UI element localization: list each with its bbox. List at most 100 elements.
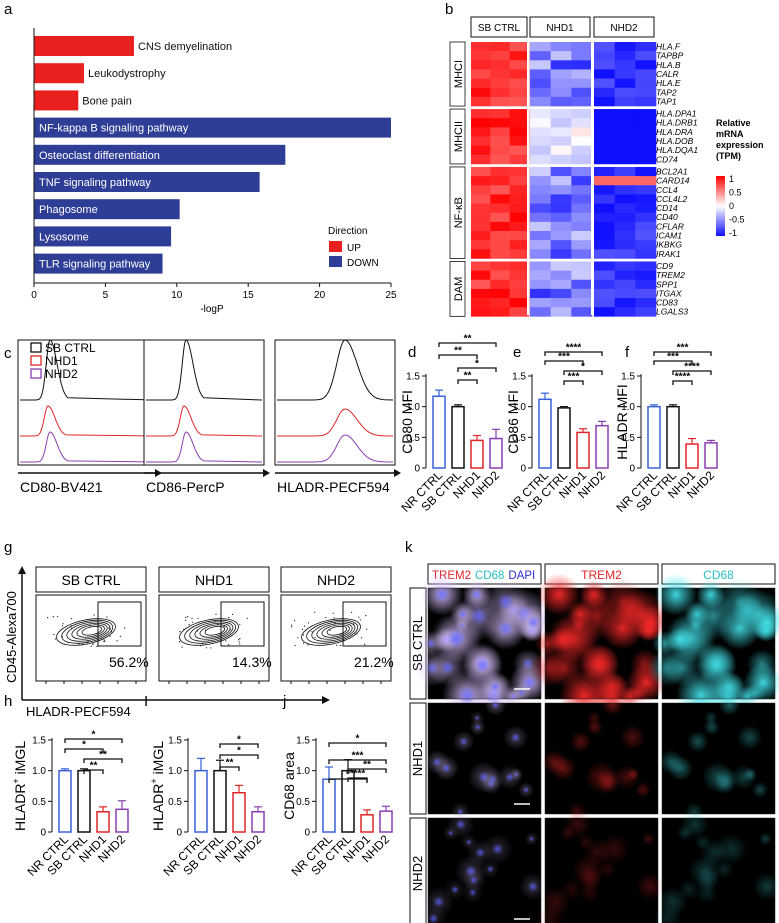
flow-event: [82, 643, 84, 645]
heatmap-cell: [530, 307, 551, 317]
micrograph-border: [661, 817, 776, 923]
flow-event: [301, 628, 304, 631]
heatmap-cell: [530, 118, 551, 128]
heatmap-legend-title: expression: [716, 140, 764, 150]
heatmap-cell: [490, 78, 510, 89]
heatmap-cell: [614, 136, 636, 146]
flow-event: [239, 638, 241, 640]
x-tick-label: 25: [385, 290, 397, 301]
cell-signal: [678, 878, 700, 901]
gene-label: CD83: [656, 298, 678, 308]
heatmap-cell: [635, 249, 657, 259]
histogram-trace: [146, 431, 263, 463]
bar-2: [470, 439, 484, 469]
heatmap-cell: [550, 261, 572, 271]
histogram-legend-swatch: [30, 342, 42, 353]
nucleus-signal: [510, 732, 521, 743]
flow-contour: [301, 618, 361, 646]
heatmap-cell: [471, 221, 491, 232]
heatmap-legend-title: mRNA: [716, 129, 744, 139]
flow-event: [57, 616, 59, 618]
y-tick-label: 1.0: [168, 766, 182, 777]
flow-event: [238, 641, 240, 643]
nucleus-signal: [474, 724, 481, 731]
micrograph-border: [661, 587, 776, 700]
nucleus-signal: [517, 689, 525, 697]
heatmap-cell: [594, 221, 615, 232]
heatmap-cell: [571, 249, 593, 259]
nucleus-signal: [434, 586, 450, 603]
heatmap-cell: [571, 194, 593, 204]
flow-event: [87, 640, 89, 642]
heatmap-cell: [530, 270, 551, 281]
heatmap-cell: [571, 261, 593, 271]
bar-label-2: Bone pain: [82, 95, 132, 107]
flow-event: [92, 643, 94, 646]
heatmap-cell: [471, 127, 491, 137]
colorbar-tick: 0.5: [729, 188, 742, 198]
flow-event: [228, 644, 230, 646]
flow-event: [225, 640, 227, 642]
bar-4: [34, 144, 286, 165]
heatmap-cell: [550, 118, 572, 128]
flow-event: [343, 639, 345, 641]
gene-label: CARD14: [656, 176, 690, 186]
panel-letter-a: a: [4, 1, 13, 18]
legend-label-up: UP: [347, 243, 361, 254]
nucleus-signal: [491, 843, 504, 855]
bar-3: [704, 442, 718, 469]
heatmap-cell: [490, 69, 510, 79]
bar-0: [538, 398, 552, 469]
heatmap-cell: [571, 127, 593, 137]
histogram-trace: [146, 405, 263, 437]
significance-bracket: [64, 738, 123, 743]
heatmap-cell: [471, 270, 491, 281]
heatmap-cell: [594, 240, 615, 250]
y-tick-label: 0.5: [296, 797, 310, 808]
flow-event: [202, 643, 204, 645]
panel-c-histograms: CD80-BV421 CD86-PercP HLADR-PECF594 SB CTRL…: [17, 339, 401, 495]
flow-event: [66, 641, 68, 643]
cell-signal: [641, 832, 656, 846]
heatmap-cell: [614, 270, 636, 281]
heatmap-cell: [571, 78, 593, 89]
significance-bracket: [328, 759, 387, 764]
bar-1: [451, 405, 465, 469]
heatmap-cell: [571, 279, 593, 290]
column-header-box: [470, 16, 528, 38]
heatmap-cell: [490, 87, 510, 98]
heatmap-cell: [614, 109, 636, 119]
heatmap-cell: [509, 231, 530, 241]
significance-stars: *: [346, 770, 350, 781]
heatmap-cell: [530, 145, 551, 156]
heatmap-cell: [550, 307, 572, 317]
gene-label: TAPBP: [656, 51, 684, 61]
cell-signal: [695, 867, 720, 893]
flow-event: [324, 635, 326, 637]
significance-stars: *: [82, 740, 86, 751]
heatmap-cell: [571, 136, 593, 146]
flow-event: [358, 616, 360, 618]
group-label: MHCII: [453, 121, 465, 152]
cell-signal: [636, 872, 664, 901]
flow-contour: [194, 622, 231, 640]
significance-stars: **: [363, 760, 371, 771]
cell-signal: [537, 573, 581, 616]
colorbar-tick: -1: [729, 228, 737, 238]
nucleus-signal: [489, 681, 501, 693]
flow-event: [307, 622, 310, 624]
nucleus-signal: [451, 885, 459, 894]
y-tick-label: 1.5: [296, 736, 310, 747]
heatmap-cell: [614, 60, 636, 70]
flow-contour: [61, 619, 114, 644]
heatmap-cell: [530, 288, 551, 299]
heatmap-cell: [594, 307, 615, 317]
heatmap-cell: [530, 78, 551, 89]
heatmap-colorbar: [716, 176, 725, 236]
flow-event: [96, 645, 98, 648]
heatmap-cell: [635, 194, 657, 204]
